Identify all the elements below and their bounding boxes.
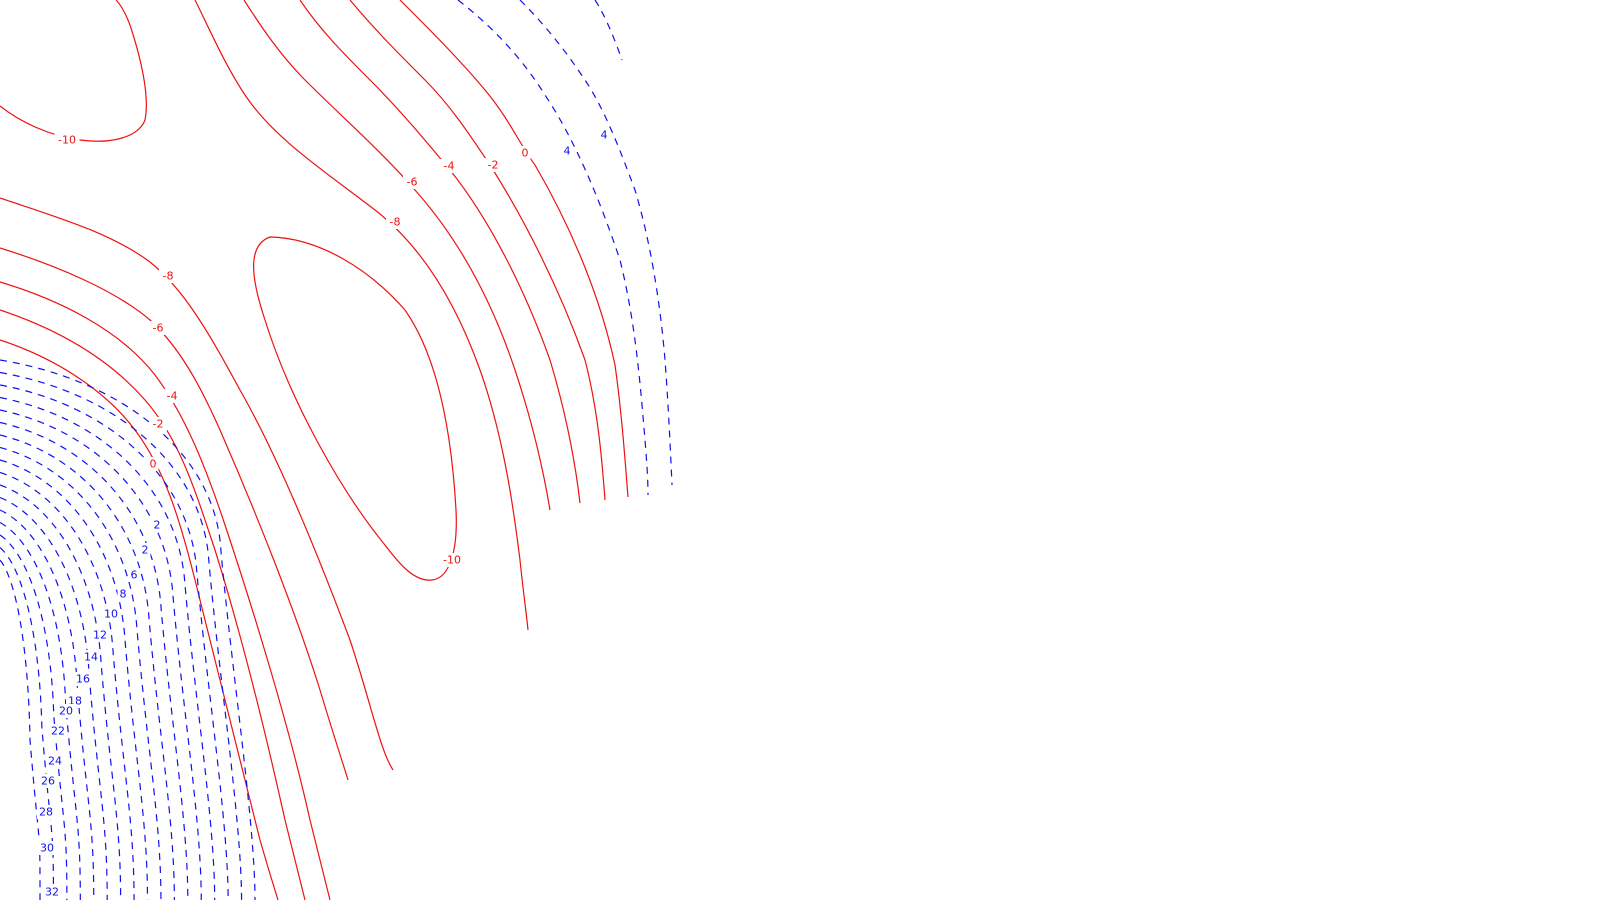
contour-line-positive-left	[0, 359, 256, 900]
contour-line-positive-left	[0, 371, 243, 900]
contour-label: -4	[167, 390, 178, 403]
contour-label: -6	[153, 322, 164, 335]
contour-label-background	[82, 650, 100, 664]
contour-label: -8	[163, 270, 174, 283]
contour-line-positive-left	[0, 409, 202, 900]
contour-label-background	[386, 215, 404, 229]
contour-label-background	[598, 128, 610, 142]
contour-line-positive-left	[0, 384, 229, 900]
contour-line-neg4-left	[0, 281, 331, 900]
contour-line-positive-left	[0, 459, 149, 900]
contour-line-positive-left	[0, 509, 95, 900]
contour-line-neg6-upper	[243, 0, 551, 511]
contour-line-0-left	[0, 339, 279, 900]
contour-label: 30	[40, 842, 54, 855]
contour-label-background	[37, 805, 55, 819]
contour-label: 24	[48, 755, 62, 768]
contour-label: 16	[76, 673, 90, 686]
contour-line-positive-left	[0, 434, 175, 900]
contour-label: 0	[150, 458, 157, 471]
contour-label: -2	[153, 418, 164, 431]
contour-label-background	[440, 159, 458, 173]
contour-line-6-upper	[594, 0, 623, 61]
contour-line-positive-left	[0, 396, 216, 900]
contour-label-background	[128, 568, 140, 582]
contour-line-neg8-left	[0, 197, 394, 771]
contour-label: 20	[59, 705, 73, 718]
contour-label-background	[139, 543, 151, 557]
contour-line-positive-left	[0, 471, 135, 900]
contour-label: 6	[131, 569, 138, 582]
contour-label-background	[484, 158, 502, 172]
contour-label-background	[39, 774, 57, 788]
contour-label-background	[147, 457, 159, 471]
contour-label: 0	[522, 147, 529, 160]
contour-label: 28	[39, 806, 53, 819]
contour-label-background	[519, 146, 531, 160]
contour-line-neg10-center	[253, 236, 457, 581]
contour-label-background	[57, 704, 75, 718]
contour-label-background	[46, 754, 64, 768]
contour-label-background	[151, 518, 163, 532]
contour-label: 32	[45, 886, 59, 899]
contour-line-4-upper	[519, 0, 673, 486]
contour-label-background	[74, 672, 92, 686]
contour-label: -2	[488, 159, 499, 172]
contour-label-background	[43, 885, 61, 899]
contour-label-background	[163, 389, 181, 403]
contour-label-background	[38, 841, 56, 855]
contour-line-positive-left	[0, 559, 41, 900]
contour-line-positive-left	[0, 496, 108, 900]
contour-line-neg2-upper	[349, 0, 606, 501]
contour-line-neg6-left	[0, 247, 349, 781]
contour-label-background	[159, 269, 177, 283]
contour-line-0-upper	[399, 0, 629, 498]
contour-lines-positive-left	[0, 359, 256, 900]
contour-label: 8	[120, 588, 127, 601]
contour-label: -6	[407, 176, 418, 189]
contour-line-positive-left	[0, 534, 68, 900]
contour-label-background	[149, 417, 167, 431]
contour-label: 2	[154, 519, 161, 532]
contour-label-background	[91, 628, 109, 642]
contour-line-positive-left	[0, 421, 189, 900]
contour-label: 4	[601, 129, 608, 142]
contour-line-neg4-upper	[299, 0, 581, 504]
contour-label-background	[49, 724, 67, 738]
contour-label: 14	[84, 651, 98, 664]
contour-label-background	[117, 587, 129, 601]
contour-label-background	[102, 607, 120, 621]
contour-label: 26	[41, 775, 55, 788]
contour-label: 2	[142, 544, 149, 557]
contour-label: 10	[104, 608, 118, 621]
contour-label: -10	[58, 134, 76, 147]
contour-label-background	[54, 133, 80, 147]
contour-label-background	[439, 553, 465, 567]
contour-label: 22	[51, 725, 65, 738]
contour-labels: -10-10-8-8-6-6-4-4-2-2002424681012141618…	[37, 128, 610, 899]
contour-label: 4	[564, 145, 571, 158]
contour-line-positive-left	[0, 521, 81, 900]
contour-label: -10	[443, 554, 461, 567]
contour-lines	[0, 0, 673, 900]
contour-label: -8	[390, 216, 401, 229]
contour-label-background	[149, 321, 167, 335]
contour-line-neg2-left	[0, 309, 306, 900]
contour-line-2-upper	[457, 0, 649, 496]
contour-line-neg8-upper	[194, 0, 529, 631]
contour-label: 12	[93, 629, 107, 642]
contour-label-background	[561, 144, 573, 158]
contour-label-background	[403, 175, 421, 189]
contour-line-positive-left	[0, 484, 122, 900]
contour-line-neg10-top	[0, 0, 147, 142]
contour-label: -4	[444, 160, 455, 173]
